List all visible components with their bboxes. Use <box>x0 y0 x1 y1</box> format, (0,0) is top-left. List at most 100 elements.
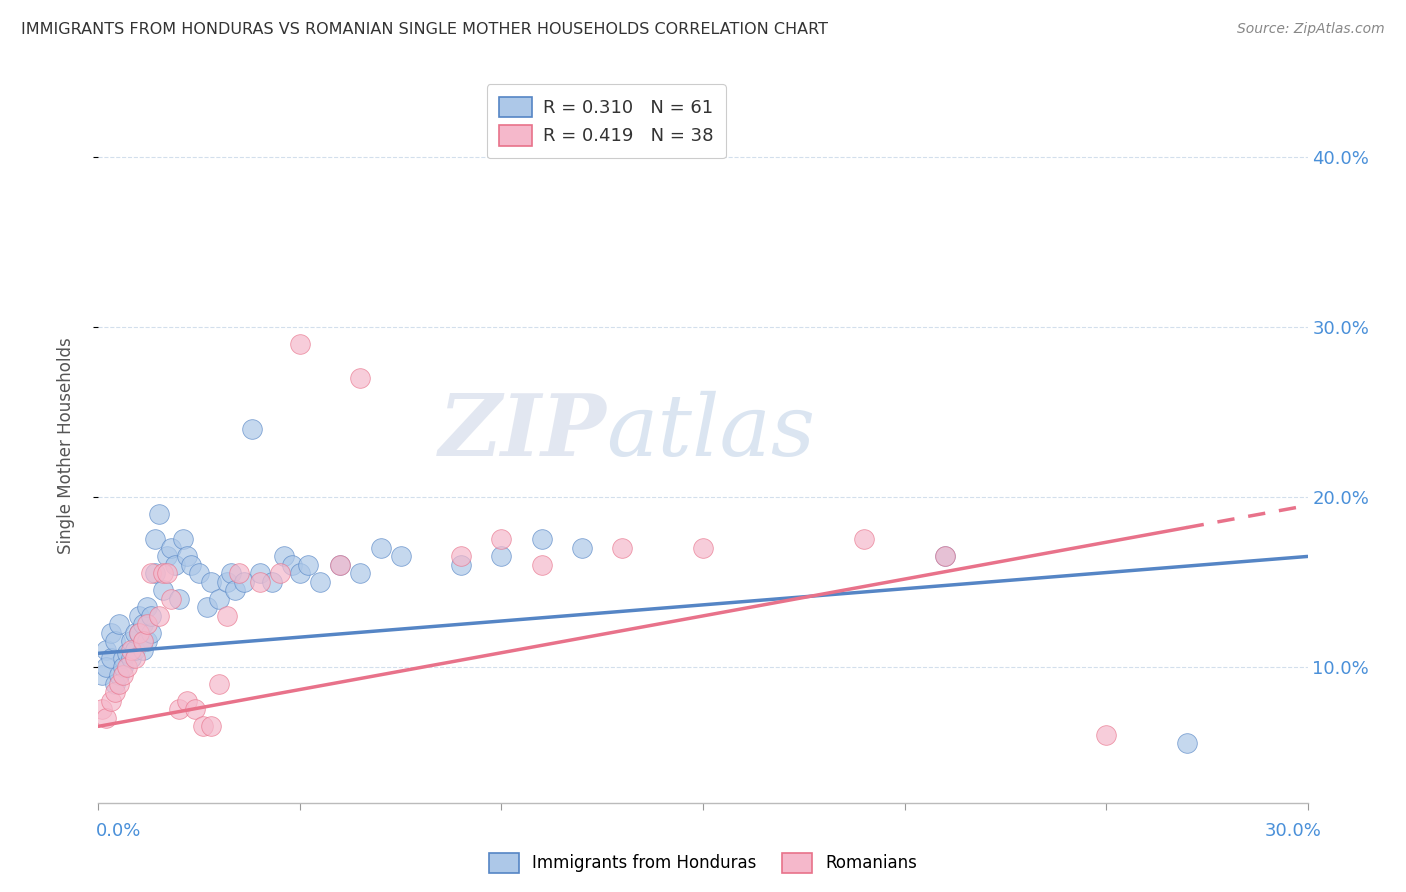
Point <box>96 711 118 725</box>
Point <box>139 608 162 623</box>
Point <box>135 617 157 632</box>
Point <box>128 626 150 640</box>
Point <box>156 566 179 581</box>
Point <box>120 634 142 648</box>
Point <box>184 702 207 716</box>
Point <box>139 626 162 640</box>
Point <box>193 719 215 733</box>
Point <box>148 608 170 623</box>
Point <box>103 677 125 691</box>
Point <box>124 651 146 665</box>
Point <box>132 634 155 648</box>
Legend: Immigrants from Honduras, Romanians: Immigrants from Honduras, Romanians <box>482 847 924 880</box>
Point <box>148 507 170 521</box>
Point <box>309 574 332 589</box>
Point <box>103 685 125 699</box>
Point <box>249 566 271 581</box>
Point <box>934 549 956 564</box>
Point <box>152 583 174 598</box>
Point <box>120 651 142 665</box>
Point <box>115 660 138 674</box>
Point <box>281 558 304 572</box>
Point <box>163 558 186 572</box>
Text: 0.0%: 0.0% <box>96 822 141 840</box>
Point <box>111 668 134 682</box>
Point <box>232 574 254 589</box>
Point <box>132 643 155 657</box>
Point <box>288 566 311 581</box>
Text: Source: ZipAtlas.com: Source: ZipAtlas.com <box>1237 22 1385 37</box>
Y-axis label: Single Mother Households: Single Mother Households <box>56 338 75 554</box>
Point <box>221 566 243 581</box>
Point <box>200 719 222 733</box>
Point <box>224 583 246 598</box>
Point <box>195 600 218 615</box>
Point <box>349 371 371 385</box>
Point <box>1175 736 1198 750</box>
Legend: R = 0.310   N = 61, R = 0.419   N = 38: R = 0.310 N = 61, R = 0.419 N = 38 <box>486 84 725 158</box>
Point <box>389 549 412 564</box>
Point <box>329 558 352 572</box>
Point <box>491 533 513 547</box>
Point <box>176 549 198 564</box>
Point <box>530 558 553 572</box>
Point <box>139 566 162 581</box>
Point <box>103 634 125 648</box>
Point <box>128 626 150 640</box>
Point <box>100 651 122 665</box>
Text: ZIP: ZIP <box>439 390 606 474</box>
Point <box>273 549 295 564</box>
Point <box>217 608 239 623</box>
Point <box>530 533 553 547</box>
Point <box>115 646 138 660</box>
Point <box>152 566 174 581</box>
Point <box>135 600 157 615</box>
Point <box>491 549 513 564</box>
Point <box>1095 728 1118 742</box>
Point <box>450 558 472 572</box>
Point <box>96 643 118 657</box>
Point <box>111 651 134 665</box>
Text: atlas: atlas <box>606 391 815 473</box>
Point <box>107 668 129 682</box>
Point <box>111 660 134 674</box>
Point <box>135 634 157 648</box>
Point <box>124 626 146 640</box>
Point <box>288 337 311 351</box>
Point <box>612 541 634 555</box>
Point <box>200 574 222 589</box>
Point <box>329 558 352 572</box>
Point <box>370 541 392 555</box>
Point <box>96 660 118 674</box>
Point <box>208 591 231 606</box>
Point <box>217 574 239 589</box>
Point <box>853 533 876 547</box>
Text: 30.0%: 30.0% <box>1265 822 1322 840</box>
Point <box>167 702 190 716</box>
Point <box>120 643 142 657</box>
Point <box>934 549 956 564</box>
Point <box>228 566 250 581</box>
Point <box>143 533 166 547</box>
Text: IMMIGRANTS FROM HONDURAS VS ROMANIAN SINGLE MOTHER HOUSEHOLDS CORRELATION CHART: IMMIGRANTS FROM HONDURAS VS ROMANIAN SIN… <box>21 22 828 37</box>
Point <box>249 574 271 589</box>
Point <box>208 677 231 691</box>
Point <box>240 422 263 436</box>
Point <box>269 566 291 581</box>
Point <box>160 591 183 606</box>
Point <box>160 541 183 555</box>
Point <box>349 566 371 581</box>
Point <box>571 541 593 555</box>
Point <box>260 574 283 589</box>
Point <box>143 566 166 581</box>
Point <box>132 617 155 632</box>
Point <box>692 541 714 555</box>
Point <box>188 566 211 581</box>
Point <box>180 558 202 572</box>
Point <box>100 626 122 640</box>
Point <box>107 677 129 691</box>
Point <box>172 533 194 547</box>
Point <box>156 549 179 564</box>
Point <box>176 694 198 708</box>
Point <box>91 668 114 682</box>
